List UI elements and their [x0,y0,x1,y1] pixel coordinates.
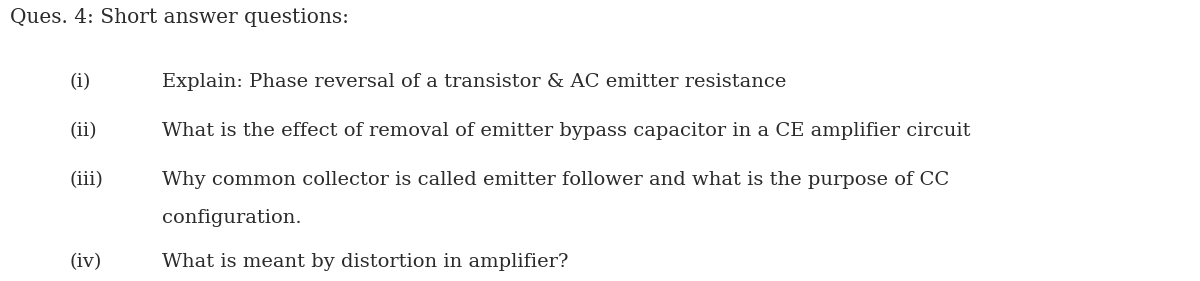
Text: (i): (i) [70,73,91,91]
Text: Why common collector is called emitter follower and what is the purpose of CC: Why common collector is called emitter f… [162,171,949,189]
Text: (iii): (iii) [70,171,103,189]
Text: (iv): (iv) [70,253,102,271]
Text: Ques. 4: Short answer questions:: Ques. 4: Short answer questions: [10,8,349,28]
Text: What is the effect of removal of emitter bypass capacitor in a CE amplifier circ: What is the effect of removal of emitter… [162,122,971,140]
Text: configuration.: configuration. [162,209,301,227]
Text: What is meant by distortion in amplifier?: What is meant by distortion in amplifier… [162,253,569,271]
Text: (ii): (ii) [70,122,97,140]
Text: Explain: Phase reversal of a transistor & AC emitter resistance: Explain: Phase reversal of a transistor … [162,73,786,91]
